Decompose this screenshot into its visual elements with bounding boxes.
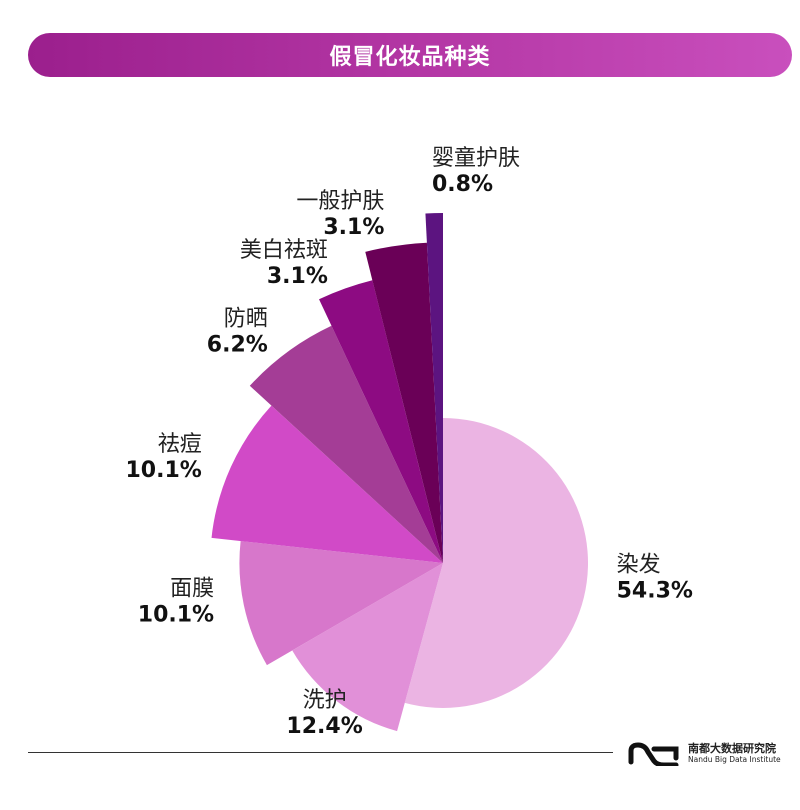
value-label-4: 10.1% — [125, 458, 201, 483]
chart-title: 假冒化妆品种类 — [329, 45, 491, 70]
value-label-5: 6.2% — [207, 333, 268, 358]
category-label-6: 美白祛斑 — [240, 238, 328, 263]
rose-slice-8 — [425, 212, 443, 563]
category-label-5: 防晒 — [224, 307, 268, 332]
value-label-2: 12.4% — [286, 714, 362, 739]
value-label-7: 3.1% — [323, 215, 384, 240]
value-label-8: 0.8% — [432, 172, 493, 197]
nandu-logo-icon — [628, 742, 679, 766]
slice-label-5: 防晒6.2% — [207, 307, 268, 358]
rose-slice-6 — [319, 280, 443, 563]
rose-slice-1 — [404, 418, 589, 708]
footer-brand: 南都大数据研究院 Nandu Big Data Institute — [628, 740, 798, 768]
rose-slice-3 — [239, 541, 443, 666]
rose-slice-4 — [211, 405, 443, 563]
value-label-6: 3.1% — [267, 264, 328, 289]
title-banner: 假冒化妆品种类 — [28, 33, 792, 77]
value-label-3: 10.1% — [138, 602, 214, 627]
footer-divider — [28, 752, 613, 753]
category-label-3: 面膜 — [170, 576, 214, 601]
rose-slice-2 — [292, 563, 443, 732]
category-label-8: 婴童护肤 — [432, 146, 520, 171]
value-label-1: 54.3% — [617, 579, 693, 604]
org-name-en: Nandu Big Data Institute — [688, 755, 781, 764]
org-name-cn: 南都大数据研究院 — [688, 742, 776, 755]
category-label-2: 洗护 — [303, 688, 347, 713]
rose-slice-5 — [249, 325, 443, 563]
category-label-4: 祛痘 — [158, 432, 202, 457]
rose-slice-7 — [365, 242, 443, 563]
category-label-1: 染发 — [617, 553, 661, 578]
category-label-7: 一般护肤 — [296, 189, 384, 214]
